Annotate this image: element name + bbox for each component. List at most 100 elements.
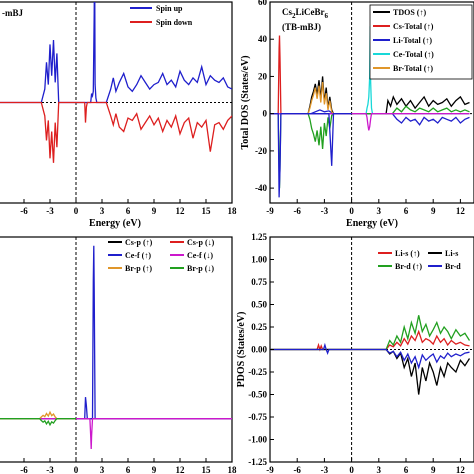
x-tick-label: 12	[176, 206, 186, 216]
y-tick-label: 1.25	[251, 232, 267, 242]
legend-label: Cs-p (↑)	[125, 238, 153, 247]
y-tick-label: 0.75	[251, 277, 267, 287]
series-line	[0, 418, 232, 450]
x-tick-label: 3	[377, 206, 382, 216]
x-tick-label: 0	[349, 465, 354, 474]
x-tick-label: -6	[20, 206, 28, 216]
x-tick-label: 15	[202, 465, 212, 474]
y-tick-label: -1.00	[248, 435, 267, 445]
x-axis-label: Energy (eV)	[346, 218, 398, 229]
legend-label: Spin down	[156, 18, 193, 27]
x-tick-label: -9	[266, 465, 274, 474]
legend-label: Li-s	[445, 249, 458, 258]
legend-label: Br-d	[445, 262, 461, 271]
x-tick-label: 3	[377, 465, 382, 474]
legend-label: Li-Total (↑)	[393, 36, 432, 45]
x-axis-label: Energy (eV)	[89, 218, 141, 229]
x-tick-label: -6	[293, 465, 301, 474]
series-line	[270, 342, 470, 370]
y-tick-label: 40	[258, 34, 268, 44]
x-tick-label: 3	[100, 465, 105, 474]
x-tick-label: 0	[74, 465, 79, 474]
series-line	[0, 418, 76, 427]
x-tick-label: 18	[228, 465, 238, 474]
x-tick-label: -3	[321, 206, 329, 216]
legend-label: Ce-f (↓)	[187, 251, 213, 260]
x-tick-label: 3	[100, 206, 105, 216]
y-axis-label: PDOS (States/eV)	[236, 312, 247, 388]
legend-label: Ce-Total (↑)	[393, 50, 434, 59]
x-tick-label: 6	[126, 465, 131, 474]
y-tick-label: -40	[255, 183, 267, 193]
y-tick-label: -20	[255, 146, 267, 156]
series-line	[270, 329, 470, 352]
y-tick-label: -0.25	[248, 367, 267, 377]
x-tick-label: 18	[228, 206, 238, 216]
x-tick-label: -6	[293, 206, 301, 216]
panel-top-right	[269, 1, 474, 204]
series-line	[270, 315, 471, 351]
legend-label: Br-p (↓)	[187, 264, 214, 273]
y-tick-label: 0	[263, 109, 268, 119]
panel-annotation: -mBJ	[2, 8, 23, 18]
x-tick-label: -3	[321, 465, 329, 474]
legend-box	[369, 4, 473, 80]
y-tick-label: 60	[258, 0, 268, 7]
formula-subscript: 2	[292, 12, 296, 20]
y-tick-label: 20	[258, 71, 268, 81]
x-tick-label: 9	[431, 206, 436, 216]
legend-label: Spin up	[156, 4, 183, 13]
y-tick-label: -0.50	[248, 390, 267, 400]
legend-label: Br-d (↑)	[395, 262, 422, 271]
x-tick-label: 0	[74, 206, 79, 216]
x-tick-label: -6	[20, 465, 28, 474]
panel-bottom-left	[0, 236, 233, 463]
x-tick-label: 15	[202, 206, 212, 216]
x-tick-label: 9	[152, 206, 157, 216]
plot-frame	[0, 236, 233, 463]
series-line	[270, 113, 352, 198]
y-axis-label: Total DOS (States/eV)	[240, 55, 251, 149]
y-tick-label: -1.25	[248, 457, 267, 467]
series-line	[270, 348, 471, 395]
legend-label: Ce-f (↑)	[125, 251, 151, 260]
x-tick-label: 9	[431, 465, 436, 474]
series-line	[270, 109, 470, 126]
legend-label: Br-Total (↑)	[393, 64, 433, 73]
series-line	[270, 105, 470, 189]
x-tick-label: -3	[46, 206, 54, 216]
x-tick-label: 12	[176, 465, 186, 474]
panel-bottom-right	[269, 236, 474, 463]
plot-frame	[269, 1, 474, 204]
y-tick-label: 0.50	[251, 300, 267, 310]
x-tick-label: 6	[126, 206, 131, 216]
y-tick-label: 0.00	[251, 345, 267, 355]
legend-label: Cs-Total (↑)	[393, 22, 434, 31]
x-tick-label: 9	[152, 465, 157, 474]
x-tick-label: -3	[46, 465, 54, 474]
x-tick-label: -9	[266, 206, 274, 216]
legend-label: TDOS (↑)	[393, 8, 426, 17]
y-tick-label: 0.25	[251, 322, 267, 332]
legend-label: Li-s (↑)	[395, 249, 420, 258]
y-tick-label: -0.75	[248, 412, 267, 422]
formula-text: LiCeBr	[296, 7, 325, 17]
series-line	[270, 113, 470, 131]
x-tick-label: 12	[456, 206, 466, 216]
method-label: (TB-mBJ)	[282, 22, 321, 32]
panel-top-left	[0, 1, 233, 204]
series-line	[0, 410, 76, 420]
legend-label: Cs-p (↓)	[187, 238, 215, 247]
x-tick-label: 12	[456, 465, 466, 474]
x-tick-label: 6	[404, 206, 409, 216]
x-tick-label: 0	[349, 206, 354, 216]
series-line	[0, 101, 232, 163]
compound-formula: Cs2LiCeBr6	[282, 7, 329, 20]
series-line	[270, 81, 352, 115]
x-tick-label: 6	[404, 465, 409, 474]
series-line	[0, 2, 232, 104]
formula-subscript: 6	[325, 12, 329, 20]
formula-text: Cs	[282, 7, 292, 17]
legend-label: Br-p (↑)	[125, 264, 152, 273]
